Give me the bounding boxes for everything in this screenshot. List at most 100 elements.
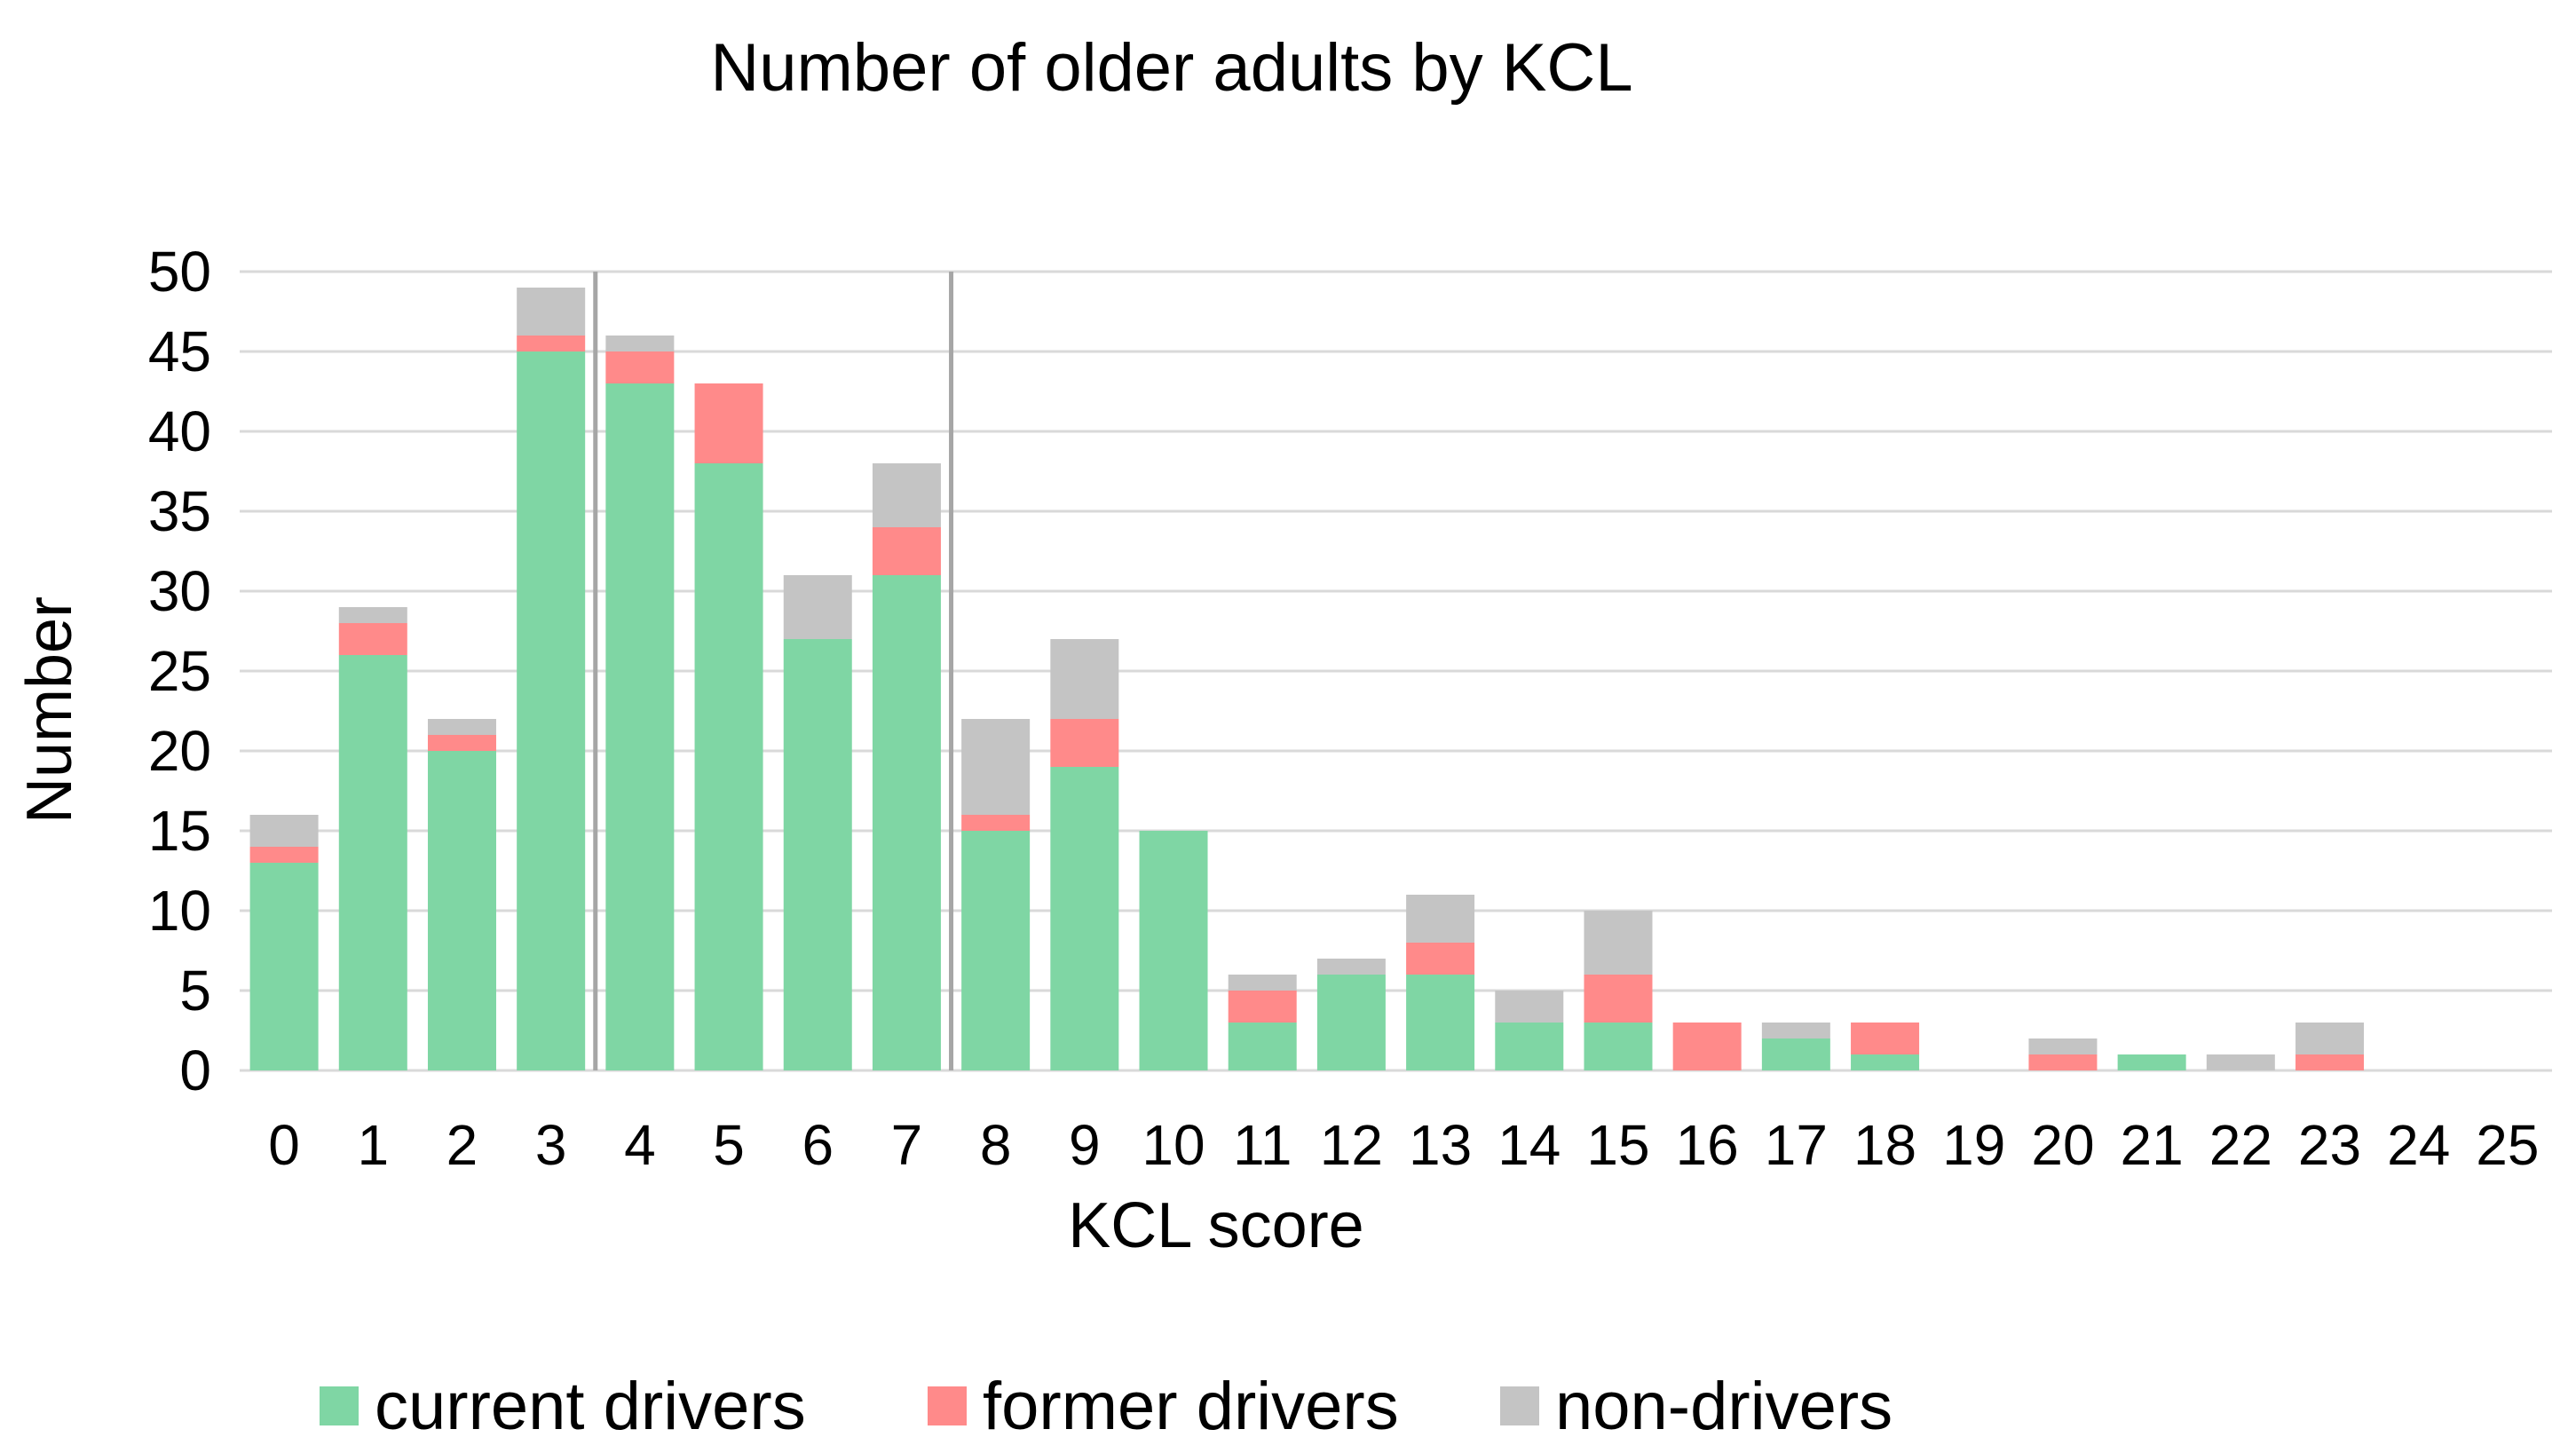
x-tick-label: 24 [2387,1113,2450,1177]
reference-lines [593,272,954,1070]
y-axis-label: Number [14,596,85,824]
bar-segment-former-drivers-score-11 [1228,991,1297,1023]
x-tick-label: 25 [2476,1113,2539,1177]
x-axis: 0 1 2 3 4 5 6 7 8 9 10 11 12 13 14 15 16 17 18 19 20 21 22 23 24… [268,1113,2539,1177]
x-tick-label: 22 [2209,1113,2272,1177]
legend: current drivers former drivers non-drivers [320,1369,1892,1444]
bar-segment-current-drivers-score-15 [1584,1023,1653,1070]
bar-segment-non-drivers-score-23 [2295,1023,2365,1054]
bar-segment-former-drivers-score-8 [961,815,1031,831]
bar-segment-current-drivers-score-3 [517,351,586,1070]
bar-segment-current-drivers-score-13 [1406,975,1475,1070]
bar-segment-non-drivers-score-15 [1584,911,1653,975]
bar-segment-former-drivers-score-4 [605,351,675,383]
bar-segment-non-drivers-score-12 [1316,959,1386,975]
x-tick-label: 5 [713,1113,745,1177]
bar-segment-current-drivers-score-17 [1761,1038,1830,1070]
y-tick-label: 40 [148,399,211,463]
bar-segment-non-drivers-score-9 [1050,639,1119,719]
x-tick-label: 1 [357,1113,389,1177]
x-tick-label: 8 [980,1113,1012,1177]
x-tick-label: 21 [2121,1113,2184,1177]
x-tick-label: 10 [1142,1113,1205,1177]
legend-swatch-former-drivers [928,1386,967,1425]
x-tick-label: 4 [624,1113,656,1177]
x-tick-label: 23 [2298,1113,2361,1177]
bar-segment-current-drivers-score-12 [1316,975,1386,1070]
x-tick-label: 7 [891,1113,923,1177]
x-tick-label: 15 [1586,1113,1649,1177]
bar-segment-non-drivers-score-6 [783,575,852,639]
bar-segment-current-drivers-score-11 [1228,1023,1297,1070]
bar-segment-current-drivers-score-7 [872,575,941,1070]
bar-segment-former-drivers-score-1 [338,623,407,655]
legend-label-current-drivers: current drivers [375,1369,806,1444]
bar-segment-current-drivers-score-0 [249,863,319,1070]
bar-segment-current-drivers-score-8 [961,831,1031,1070]
bar-segment-former-drivers-score-3 [517,336,586,351]
y-tick-label: 15 [148,799,211,863]
bar-segment-current-drivers-score-9 [1050,767,1119,1070]
bar-segment-current-drivers-score-5 [694,463,763,1070]
x-tick-label: 0 [268,1113,300,1177]
bar-segment-former-drivers-score-2 [427,735,496,751]
bar-segment-former-drivers-score-9 [1050,719,1119,767]
x-tick-label: 16 [1676,1113,1739,1177]
x-tick-label: 3 [535,1113,567,1177]
x-tick-label: 6 [802,1113,834,1177]
legend-label-former-drivers: former drivers [983,1369,1399,1444]
bar-segment-non-drivers-score-4 [605,336,675,351]
y-axis: 0 5 10 15 20 25 30 35 40 45 50 [148,240,211,1102]
bar-segment-non-drivers-score-22 [2206,1054,2275,1070]
y-tick-label: 20 [148,719,211,783]
bar-segment-former-drivers-score-16 [1672,1023,1742,1070]
bar-segment-non-drivers-score-13 [1406,895,1475,943]
bar-segment-non-drivers-score-2 [427,719,496,735]
legend-label-non-drivers: non-drivers [1555,1369,1892,1444]
bar-segment-current-drivers-score-1 [338,655,407,1070]
bar-segment-non-drivers-score-1 [338,607,407,623]
bar-segment-non-drivers-score-14 [1495,991,1564,1023]
bar-segment-non-drivers-score-8 [961,719,1031,815]
x-axis-label: KCL score [1068,1190,1363,1261]
bar-segment-non-drivers-score-11 [1228,975,1297,991]
x-tick-label: 9 [1069,1113,1101,1177]
legend-swatch-non-drivers [1500,1386,1539,1425]
y-tick-label: 35 [148,479,211,543]
y-tick-label: 30 [148,559,211,623]
bar-segment-current-drivers-score-21 [2117,1054,2186,1070]
bar-segment-non-drivers-score-0 [249,815,319,847]
bar-segment-non-drivers-score-20 [2028,1038,2098,1054]
bar-segment-former-drivers-score-5 [694,383,763,463]
x-tick-label: 19 [1942,1113,2005,1177]
x-tick-label: 18 [1853,1113,1916,1177]
bar-segment-current-drivers-score-10 [1139,831,1208,1070]
bar-segment-non-drivers-score-3 [517,288,586,336]
bar-segment-non-drivers-score-17 [1761,1023,1830,1038]
bar-segment-former-drivers-score-18 [1851,1023,1920,1054]
x-tick-label: 14 [1497,1113,1561,1177]
y-tick-label: 0 [179,1038,211,1102]
bar-segment-former-drivers-score-15 [1584,975,1653,1023]
bar-segment-former-drivers-score-13 [1406,943,1475,975]
x-tick-label: 13 [1409,1113,1472,1177]
x-tick-label: 17 [1765,1113,1828,1177]
bar-segment-current-drivers-score-18 [1851,1054,1920,1070]
x-tick-label: 11 [1233,1113,1292,1177]
legend-swatch-current-drivers [320,1386,359,1425]
chart-title: Number of older adults by KCL [710,30,1632,106]
y-tick-label: 50 [148,240,211,304]
bar-segment-non-drivers-score-7 [872,463,941,527]
x-tick-label: 12 [1320,1113,1383,1177]
bar-segment-former-drivers-score-23 [2295,1054,2365,1070]
gridlines [240,270,2552,1072]
bars [249,288,2365,1070]
bar-segment-current-drivers-score-2 [427,751,496,1070]
bar-segment-former-drivers-score-0 [249,847,319,863]
bar-segment-current-drivers-score-14 [1495,1023,1564,1070]
y-tick-label: 45 [148,320,211,383]
bar-segment-current-drivers-score-4 [605,383,675,1070]
x-tick-label: 2 [446,1113,478,1177]
y-tick-label: 25 [148,639,211,703]
